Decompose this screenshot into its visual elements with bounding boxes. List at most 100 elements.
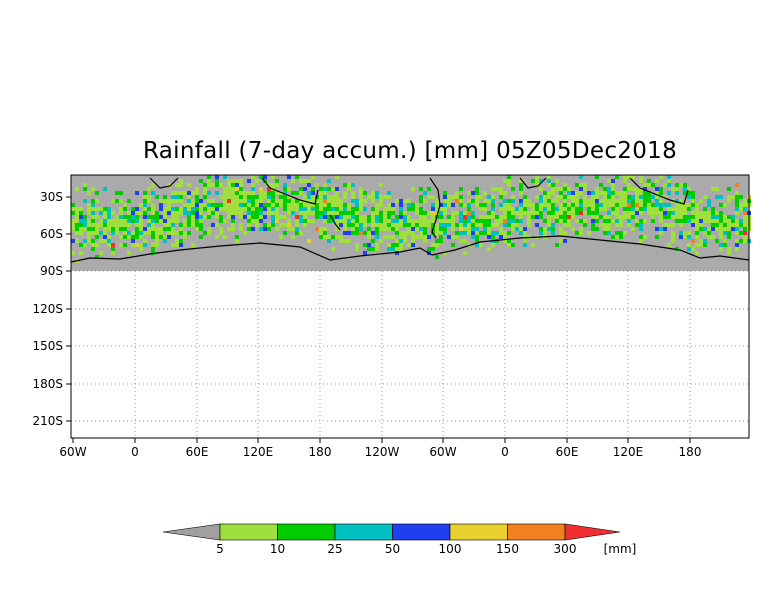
- precip-cell: [183, 191, 187, 195]
- precip-cell: [203, 207, 207, 211]
- precip-cell: [731, 219, 735, 223]
- precip-cell: [311, 191, 315, 195]
- precip-cell: [731, 227, 735, 231]
- precip-cell: [223, 195, 227, 199]
- precip-cell: [435, 207, 439, 211]
- precip-cell: [295, 219, 299, 223]
- precip-cell: [203, 191, 207, 195]
- precip-cell: [371, 191, 375, 195]
- precip-cell: [343, 215, 347, 219]
- precip-cell: [671, 223, 675, 227]
- precip-cell: [211, 223, 215, 227]
- precip-cell: [479, 207, 483, 211]
- precip-cell: [387, 243, 391, 247]
- precip-cell: [571, 191, 575, 195]
- precip-cell: [563, 211, 567, 215]
- precip-cell: [591, 191, 595, 195]
- precip-cell: [75, 187, 79, 191]
- precip-cell: [643, 203, 647, 207]
- precip-cell: [451, 219, 455, 223]
- precip-cell: [387, 215, 391, 219]
- precip-cell: [187, 223, 191, 227]
- precip-cell: [291, 191, 295, 195]
- precip-cell: [199, 179, 203, 183]
- precip-cell: [479, 223, 483, 227]
- precip-cell: [443, 195, 447, 199]
- precip-cell: [91, 231, 95, 235]
- precip-cell: [255, 207, 259, 211]
- colorbar-segment: [334, 523, 393, 541]
- precip-cell: [371, 239, 375, 243]
- precip-cell: [203, 183, 207, 187]
- precip-cell: [287, 227, 291, 231]
- precip-cell: [303, 179, 307, 183]
- precip-cell: [179, 243, 183, 247]
- precip-cell: [367, 219, 371, 223]
- precip-cell: [155, 215, 159, 219]
- precip-cell: [299, 219, 303, 223]
- y-tick-label: 180S: [32, 377, 63, 391]
- precip-cell: [139, 203, 143, 207]
- precip-cell: [183, 207, 187, 211]
- precip-cell: [355, 219, 359, 223]
- precip-cell: [383, 227, 387, 231]
- precip-cell: [647, 203, 651, 207]
- precip-cell: [719, 223, 723, 227]
- precip-cell: [715, 215, 719, 219]
- precip-cell: [307, 207, 311, 211]
- precip-cell: [511, 187, 515, 191]
- precip-cell: [195, 215, 199, 219]
- x-tick-label: 60E: [186, 445, 209, 459]
- precip-cell: [743, 203, 747, 207]
- precip-cell: [511, 199, 515, 203]
- precip-cell: [579, 183, 583, 187]
- precip-cell: [387, 235, 391, 239]
- precip-cell: [723, 227, 727, 231]
- precip-cell: [435, 231, 439, 235]
- precip-cell: [483, 199, 487, 203]
- precip-cell: [275, 199, 279, 203]
- precip-cell: [559, 187, 563, 191]
- precip-cell: [139, 231, 143, 235]
- precip-cell: [615, 175, 619, 179]
- precip-cell: [559, 215, 563, 219]
- precip-cell: [451, 195, 455, 199]
- precip-cell: [539, 179, 543, 183]
- precip-cell: [471, 219, 475, 223]
- precip-cell: [503, 207, 507, 211]
- precip-cell: [163, 235, 167, 239]
- precip-cell: [619, 223, 623, 227]
- precip-cell: [311, 219, 315, 223]
- precip-cell: [575, 207, 579, 211]
- precip-cell: [219, 183, 223, 187]
- precip-cell: [695, 223, 699, 227]
- precip-cell: [323, 199, 327, 203]
- precip-cell: [615, 199, 619, 203]
- precip-cell: [379, 223, 383, 227]
- precip-cell: [179, 211, 183, 215]
- precip-cell: [523, 211, 527, 215]
- precip-cell: [551, 223, 555, 227]
- precip-cell: [295, 231, 299, 235]
- precip-cell: [387, 219, 391, 223]
- precip-cell: [555, 215, 559, 219]
- precip-cell: [739, 231, 743, 235]
- precip-cell: [683, 231, 687, 235]
- precip-cell: [327, 179, 331, 183]
- precip-cell: [235, 187, 239, 191]
- precip-cell: [207, 203, 211, 207]
- precip-cell: [251, 175, 255, 179]
- precip-cell: [499, 227, 503, 231]
- precip-cell: [151, 231, 155, 235]
- precip-cell: [411, 219, 415, 223]
- precip-cell: [247, 207, 251, 211]
- precip-cell: [443, 219, 447, 223]
- precip-cell: [239, 227, 243, 231]
- precip-cell: [591, 223, 595, 227]
- precip-cell: [327, 207, 331, 211]
- precip-cell: [407, 231, 411, 235]
- precip-cell: [735, 207, 739, 211]
- precip-cell: [451, 223, 455, 227]
- precip-cell: [463, 227, 467, 231]
- precip-cell: [263, 191, 267, 195]
